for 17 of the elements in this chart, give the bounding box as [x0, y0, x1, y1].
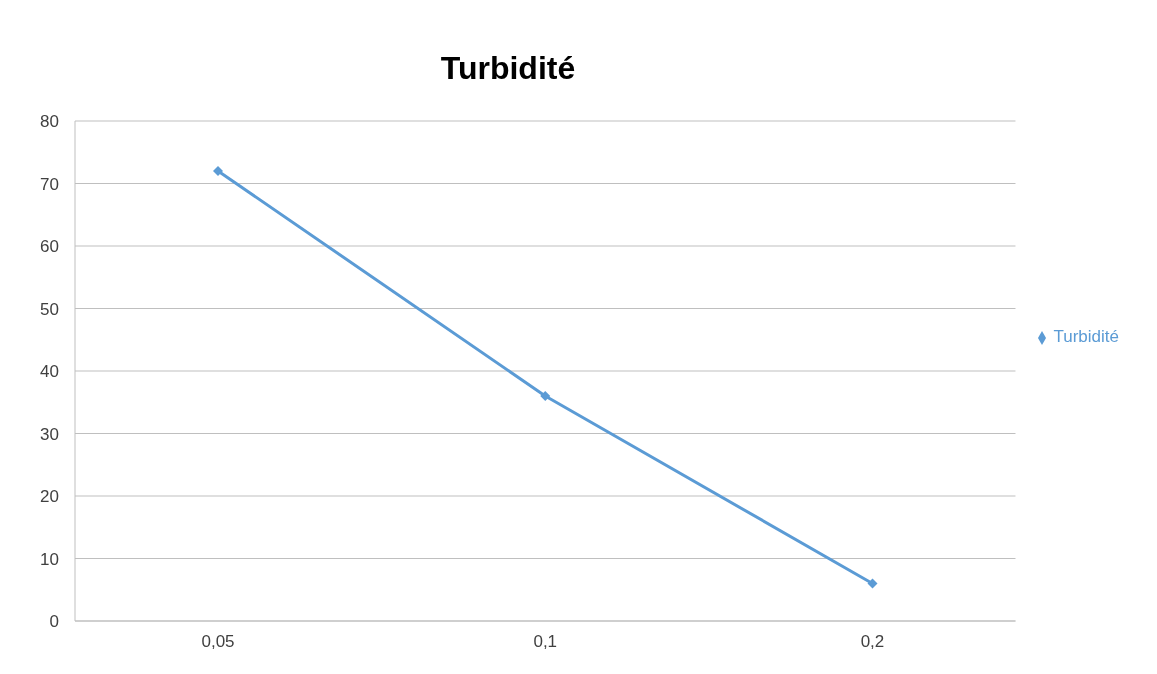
y-tick-label: 60	[40, 237, 59, 257]
y-tick-label: 80	[40, 112, 59, 132]
y-tick-label: 50	[40, 299, 59, 319]
chart-title: Turbidité	[439, 50, 577, 87]
y-tick-label: 30	[40, 424, 59, 444]
y-tick-label: 40	[40, 362, 59, 382]
point	[213, 166, 223, 176]
x-tick-label: 0,05	[201, 632, 235, 652]
point	[867, 578, 878, 589]
y-tick-label: 0	[49, 612, 59, 632]
point	[540, 391, 551, 401]
y-tick-label: 10	[40, 549, 59, 569]
y-tick-label: 20	[40, 487, 59, 507]
y-tick-label: 70	[40, 174, 59, 194]
x-tick-label: 0,1	[533, 632, 558, 652]
x-tick-label: 0,2	[860, 632, 885, 652]
legend-label: Turbidité	[1053, 327, 1119, 346]
